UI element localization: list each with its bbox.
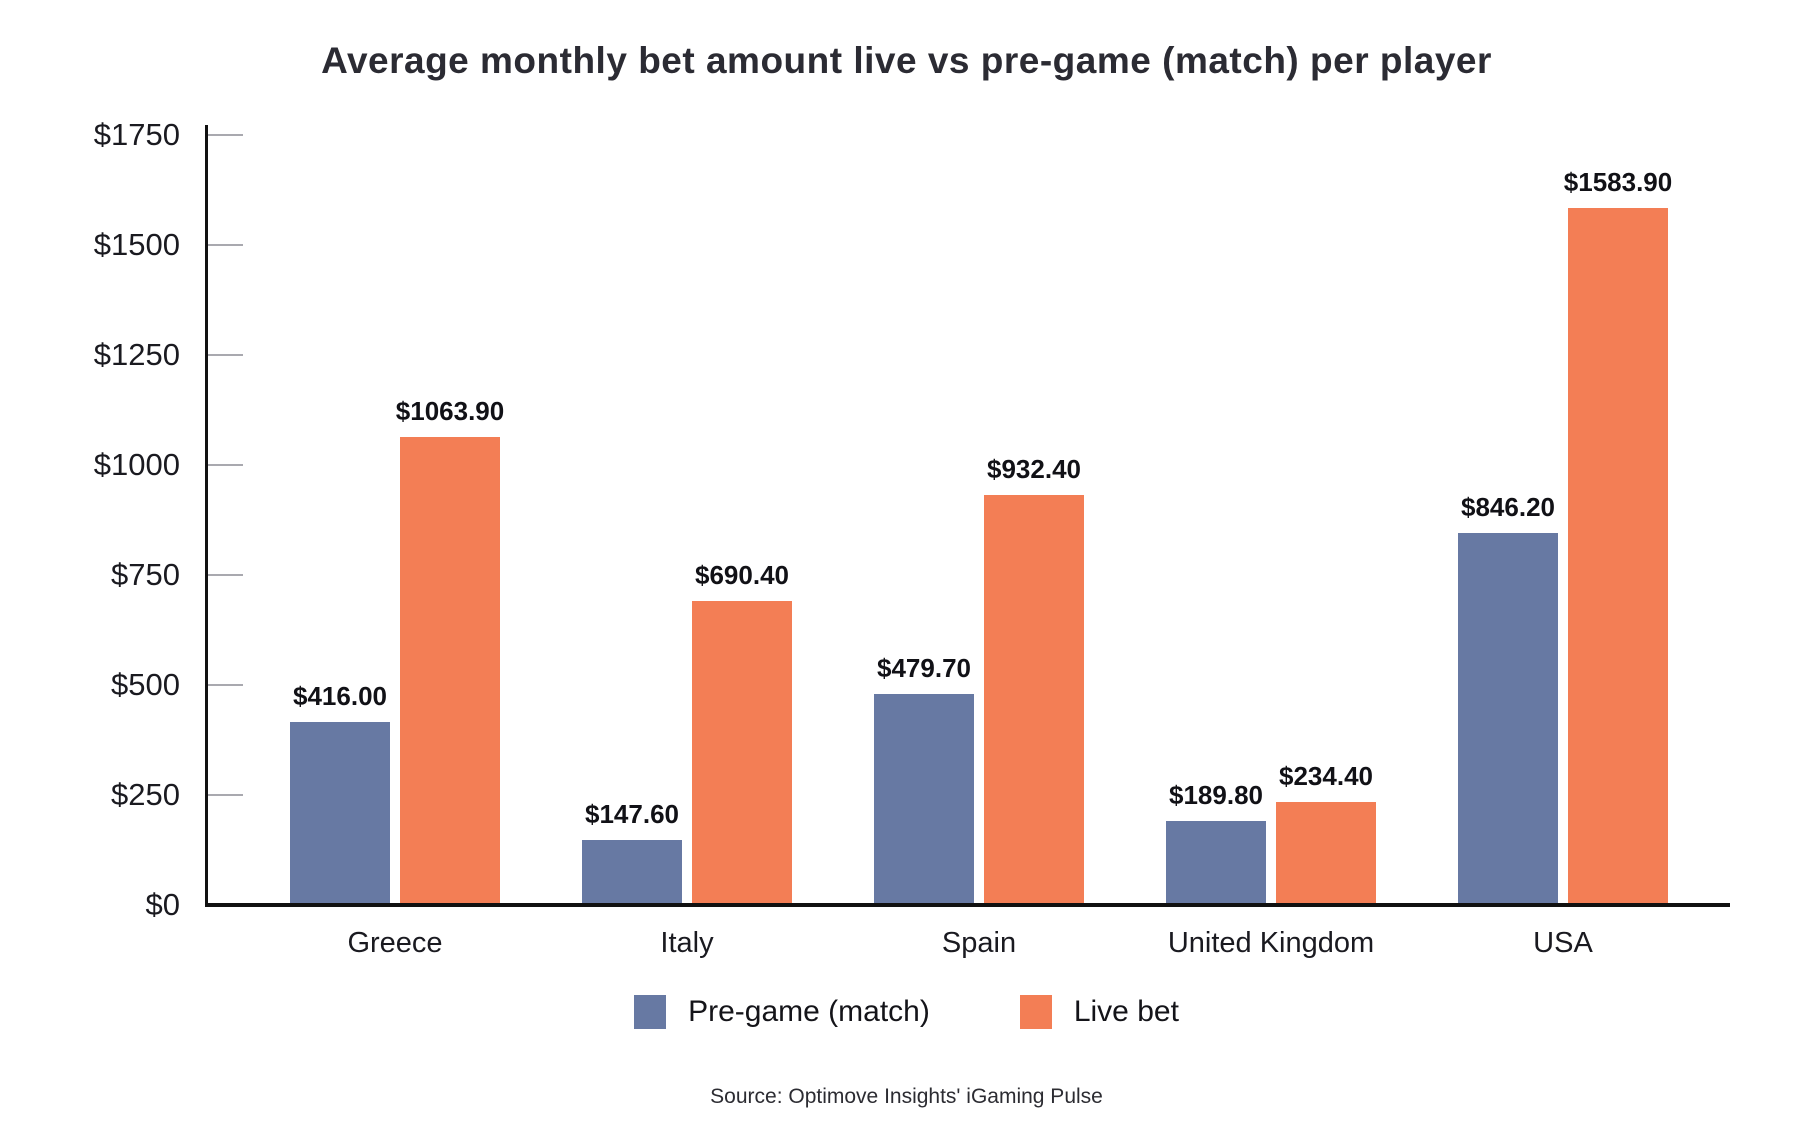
bar-livebet <box>692 601 792 905</box>
bar-pregame <box>290 722 390 905</box>
bars-row: $416.00 $1063.90 Greece $147.60 $690.40 Italy… <box>249 135 1709 959</box>
y-tick-label: $1750 <box>93 117 180 152</box>
bar-group-spain: $479.70 $932.40 Spain <box>833 135 1125 959</box>
y-tick-mark <box>208 794 243 796</box>
bar-wrap: $932.40 <box>984 454 1084 905</box>
bar-value-label: $932.40 <box>987 454 1081 484</box>
category-label: United Kingdom <box>1167 927 1375 959</box>
y-tick-mark <box>208 354 243 356</box>
bar-pregame <box>1458 533 1558 905</box>
bar-wrap: $147.60 <box>582 799 682 905</box>
y-tick-label: $750 <box>111 557 180 592</box>
bar-pregame <box>582 840 682 905</box>
bar-value-label: $189.80 <box>1169 780 1263 810</box>
bar-wrap: $1063.90 <box>396 396 504 905</box>
y-tick-label: $500 <box>111 667 180 702</box>
bar-livebet <box>1568 208 1668 905</box>
bar-value-label: $846.20 <box>1461 492 1555 522</box>
bar-group-united-kingdom: $189.80 $234.40 United Kingdom <box>1125 135 1417 959</box>
bar-livebet <box>400 437 500 905</box>
chart-title: Average monthly bet amount live vs pre-g… <box>321 40 1492 81</box>
y-tick-mark <box>208 134 243 136</box>
bar-wrap: $690.40 <box>692 560 792 905</box>
y-tick-label: $250 <box>111 777 180 812</box>
category-label: Spain <box>941 927 1017 959</box>
bar-value-label: $416.00 <box>293 681 387 711</box>
bar-wrap: $479.70 <box>874 653 974 905</box>
legend-item: Live bet <box>1019 995 1179 1029</box>
bar-value-label: $1583.90 <box>1563 167 1673 197</box>
y-tick-label: $0 <box>145 887 180 922</box>
legend-swatch-icon <box>1019 995 1052 1029</box>
bar-value-label: $690.40 <box>695 560 789 590</box>
bar-value-label: $234.40 <box>1279 761 1373 791</box>
bar-wrap: $416.00 <box>290 681 390 905</box>
legend: Pre-game (match) Live bet <box>0 995 1813 1029</box>
category-label: USA <box>1533 927 1593 959</box>
category-label: Greece <box>347 927 443 959</box>
x-axis-line <box>205 903 1730 907</box>
bar-wrap: $234.40 <box>1276 761 1376 905</box>
legend-label: Pre-game (match) <box>688 995 930 1028</box>
bar-wrap: $1583.90 <box>1564 167 1672 905</box>
y-tick-label: $1500 <box>93 227 180 262</box>
bar-value-label: $1063.90 <box>395 396 505 426</box>
plot-area: $416.00 $1063.90 Greece $147.60 $690.40 Italy… <box>94 117 1770 959</box>
y-tick-mark <box>208 464 243 466</box>
legend-swatch-icon <box>634 995 667 1029</box>
bar-wrap: $846.20 <box>1458 492 1558 905</box>
legend-item: Pre-game (match) <box>634 995 930 1029</box>
bar-value-label: $147.60 <box>585 799 679 829</box>
source-note: Source: Optimove Insights' iGaming Pulse <box>710 1085 1103 1108</box>
bar-pregame <box>1166 821 1266 905</box>
bar-group-greece: $416.00 $1063.90 Greece <box>249 135 541 959</box>
y-tick-mark <box>208 244 243 246</box>
bar-livebet <box>984 495 1084 905</box>
category-label: Italy <box>660 927 714 959</box>
bar-group-usa: $846.20 $1583.90 USA <box>1417 135 1709 959</box>
y-axis-line <box>205 125 208 905</box>
bar-livebet <box>1276 802 1376 905</box>
y-tick-label: $1250 <box>93 337 180 372</box>
bar-pregame <box>874 694 974 905</box>
bar-value-label: $479.70 <box>877 653 971 683</box>
bar-wrap: $189.80 <box>1166 780 1266 905</box>
y-tick-mark <box>208 684 243 686</box>
bar-group-italy: $147.60 $690.40 Italy <box>541 135 833 959</box>
y-tick-label: $1000 <box>93 447 180 482</box>
y-tick-mark <box>208 574 243 576</box>
legend-label: Live bet <box>1073 995 1179 1028</box>
